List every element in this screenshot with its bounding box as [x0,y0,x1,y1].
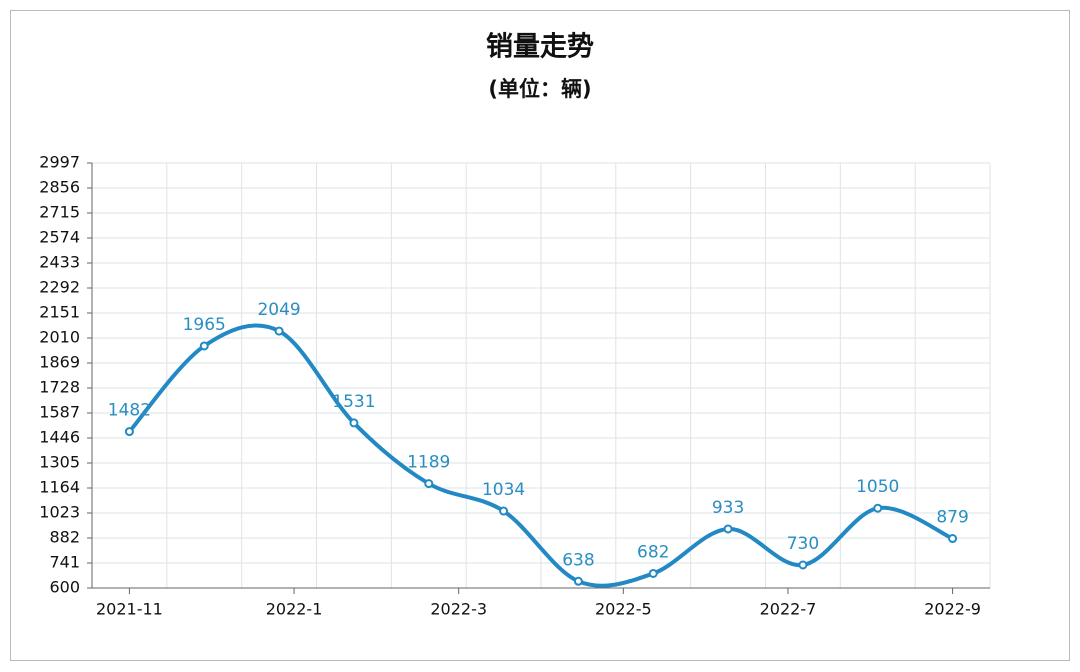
y-tick-label: 600 [49,578,80,597]
y-tick-label: 1728 [39,378,80,397]
y-tick-label: 2856 [39,178,80,197]
value-label: 1034 [482,480,525,500]
point [349,418,359,428]
point [873,503,883,513]
x-tick-label: 2021-11 [96,600,163,619]
point [573,576,583,586]
value-label: 1482 [108,401,151,421]
y-tick-label: 1305 [39,453,80,472]
value-label: 879 [936,508,968,528]
series-line [127,323,954,588]
y-tick-label: 1446 [39,428,80,447]
value-label: 1531 [332,392,375,412]
x-tick-label: 2022-5 [595,600,652,619]
point [499,506,509,516]
x-tick-label: 2022-7 [760,600,817,619]
y-tick-label: 2574 [39,228,80,247]
y-tick-label: 2292 [39,278,80,297]
frame [10,10,1070,661]
chart-title: 销量走势 [486,32,594,63]
x-tick-label: 2022-3 [430,600,487,619]
y-tick-label: 2433 [39,253,80,272]
point [798,560,808,570]
value-label: 2049 [257,300,300,320]
point [424,479,434,489]
value-label: 1965 [183,315,226,335]
chart-subtitle: (单位：辆) [488,77,591,101]
y-tick-label: 741 [49,553,80,572]
y-tick-label: 1587 [39,403,80,422]
y-tick-label: 1869 [39,353,80,372]
value-label: 730 [787,534,819,554]
point [648,568,658,578]
y-tick-label: 2010 [39,328,80,347]
y-tick-label: 1164 [39,478,80,497]
point [124,427,134,437]
y-tick-label: 2715 [39,203,80,222]
value-label: 682 [637,542,669,562]
x-tick-label: 2022-1 [266,600,323,619]
point [948,534,958,544]
x-tick-label: 2022-9 [924,600,981,619]
value-label: 933 [712,498,744,518]
point [723,524,733,534]
y-tick-label: 2151 [39,303,80,322]
point [199,341,209,351]
value-label: 1050 [856,477,899,497]
point [274,326,284,336]
value-label: 638 [562,550,594,570]
y-tick-label: 882 [49,528,80,547]
value-label: 1189 [407,453,450,473]
y-tick-label: 2997 [39,153,80,172]
y-tick-label: 1023 [39,503,80,522]
